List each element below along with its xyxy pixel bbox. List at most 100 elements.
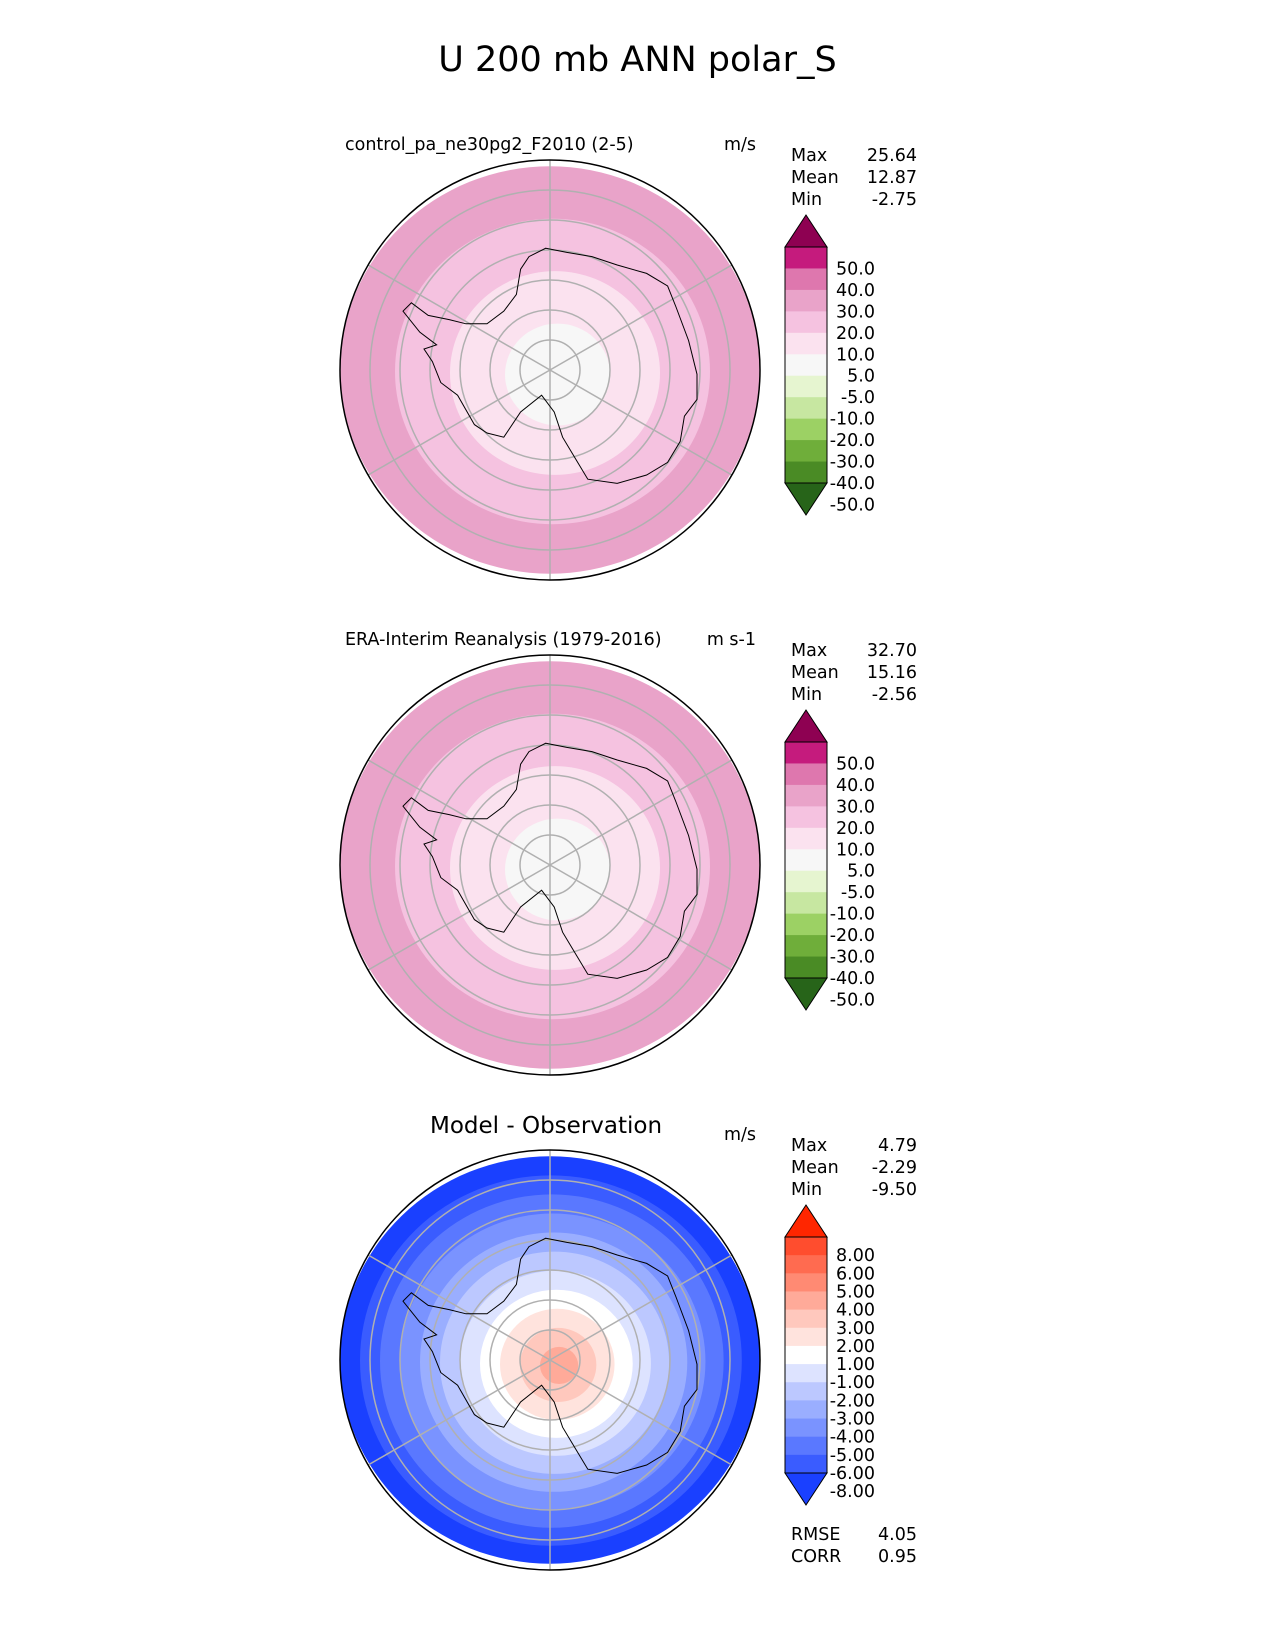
panel-difference: Model - Observation m/s Max 4.79 Mean -2.2… [0, 1113, 1275, 1625]
stat-label: Mean [791, 663, 839, 683]
colorbar-swatch [785, 849, 827, 872]
stat-label: Max [791, 1136, 828, 1156]
stat-label: Mean [791, 1158, 839, 1178]
colorbar-swatch [785, 418, 827, 441]
polar-map [339, 159, 761, 581]
colorbar-swatch [785, 1436, 827, 1456]
meridian-line [367, 1254, 551, 1361]
panel-units: m s-1 [706, 630, 756, 650]
meridian-line [367, 759, 551, 866]
panel-units: m/s [723, 135, 756, 155]
meridian-line [549, 759, 733, 866]
stat-label: Min [791, 1180, 823, 1200]
metric-label: CORR [791, 1547, 842, 1567]
colorbar-tick-label: 6.00 [836, 1264, 875, 1284]
colorbar-extend-top [784, 1204, 828, 1238]
stat-label: Mean [791, 168, 839, 188]
colorbar-tick-label: -40.0 [830, 474, 875, 494]
stat-value: 32.70 [866, 641, 917, 661]
colorbar-tick-label: 8.00 [836, 1246, 875, 1266]
colorbar-swatch [785, 1418, 827, 1438]
stats-box: Max 4.79 Mean -2.29 Min -9.50 [791, 1135, 917, 1201]
colorbar-swatch [785, 1237, 827, 1256]
stat-value: -2.75 [871, 190, 917, 210]
colorbar-tick-label: 50.0 [836, 259, 875, 279]
colorbar-swatch [785, 461, 827, 484]
colorbar-swatch [785, 827, 827, 850]
colorbar-tick-label: 30.0 [836, 797, 875, 817]
colorbar-tick-label: 3.00 [836, 1319, 875, 1339]
colorbar-tick-label: -10.0 [830, 905, 875, 925]
map-boundary [339, 1149, 761, 1571]
stat-value: 15.16 [866, 663, 917, 683]
stat-label: Max [791, 641, 828, 661]
colorbar-swatch [785, 1364, 827, 1383]
meridian-line [367, 864, 551, 971]
colorbar-swatch [785, 332, 827, 355]
colorbar-extend-top [784, 709, 828, 743]
colorbar-frame [784, 1236, 828, 1474]
colorbar-extend-bottom [784, 482, 828, 516]
stat-label: Min [791, 685, 823, 705]
colorbar-swatch [785, 1309, 827, 1329]
colorbar: 50.040.030.020.010.05.0-5.0-10.0-20.0-30… [784, 709, 875, 1011]
colorbar-extend-top [784, 214, 828, 248]
colorbar-tick-label: -30.0 [830, 948, 875, 968]
colorbar-extend-bottom [784, 1472, 828, 1506]
panel-title: ERA-Interim Reanalysis (1979-2016) [345, 630, 662, 650]
stats-box: Max 25.64 Mean 12.87 Min -2.75 [791, 145, 917, 211]
rmse-corr-box: RMSE 4.05 CORR 0.95 [791, 1524, 917, 1568]
stat-value: 4.79 [878, 1136, 917, 1156]
stat-value: 25.64 [866, 146, 917, 166]
colorbar-tick-label: -10.0 [830, 410, 875, 430]
colorbar-tick-label: 2.00 [836, 1337, 875, 1357]
antarctica-coastline [402, 1237, 698, 1474]
colorbar-swatch [785, 1345, 827, 1365]
panel-units: m/s [723, 1125, 756, 1145]
panel-title: Model - Observation [430, 1113, 663, 1139]
colorbar-tick-label: 20.0 [836, 819, 875, 839]
colorbar-tick-label: 50.0 [836, 754, 875, 774]
meridian-line [549, 1254, 733, 1361]
colorbar-tick-label: -30.0 [830, 453, 875, 473]
colorbar-swatch [785, 892, 827, 915]
meridian-line [367, 1359, 551, 1466]
colorbar-tick-label: 5.0 [847, 862, 875, 882]
stat-label: Min [791, 190, 823, 210]
colorbar-swatch [785, 1255, 827, 1274]
colorbar-tick-label: 1.00 [836, 1355, 875, 1375]
polar-map [339, 654, 761, 1076]
colorbar-frame [784, 246, 828, 484]
colorbar-swatch [785, 440, 827, 463]
colorbar-tick-label: 20.0 [836, 324, 875, 344]
metric-value: 4.05 [878, 1525, 917, 1545]
colorbar-swatch [785, 806, 827, 829]
colorbar-swatch [785, 375, 827, 398]
colorbar-tick-label: 5.00 [836, 1282, 875, 1302]
colorbar-swatch [785, 289, 827, 312]
meridian-line [549, 264, 733, 371]
stat-label: Max [791, 146, 828, 166]
map-boundary [339, 654, 761, 1076]
colorbar-swatch [785, 311, 827, 334]
map-boundary [339, 159, 761, 581]
colorbar-swatch [785, 354, 827, 377]
colorbar-tick-label: -50.0 [830, 495, 875, 515]
colorbar-swatch [785, 763, 827, 786]
stats-box: Max 32.70 Mean 15.16 Min -2.56 [791, 640, 917, 706]
colorbar: 50.040.030.020.010.05.0-5.0-10.0-20.0-30… [784, 214, 875, 516]
colorbar-swatch [785, 935, 827, 958]
colorbar-tick-label: -4.00 [830, 1428, 875, 1448]
stat-value: 12.87 [866, 168, 917, 188]
colorbar-swatch [785, 268, 827, 291]
colorbar-tick-label: 5.0 [847, 367, 875, 387]
colorbar-tick-label: 30.0 [836, 302, 875, 322]
meridian-line [549, 864, 733, 971]
colorbar-tick-label: -50.0 [830, 990, 875, 1010]
colorbar-frame [784, 741, 828, 979]
colorbar-swatch [785, 1291, 827, 1311]
colorbar-swatch [785, 742, 827, 764]
colorbar-swatch [785, 397, 827, 420]
meridian-line [549, 1359, 733, 1466]
colorbar: 8.006.005.004.003.002.001.00-1.00-2.00-3… [784, 1204, 875, 1506]
